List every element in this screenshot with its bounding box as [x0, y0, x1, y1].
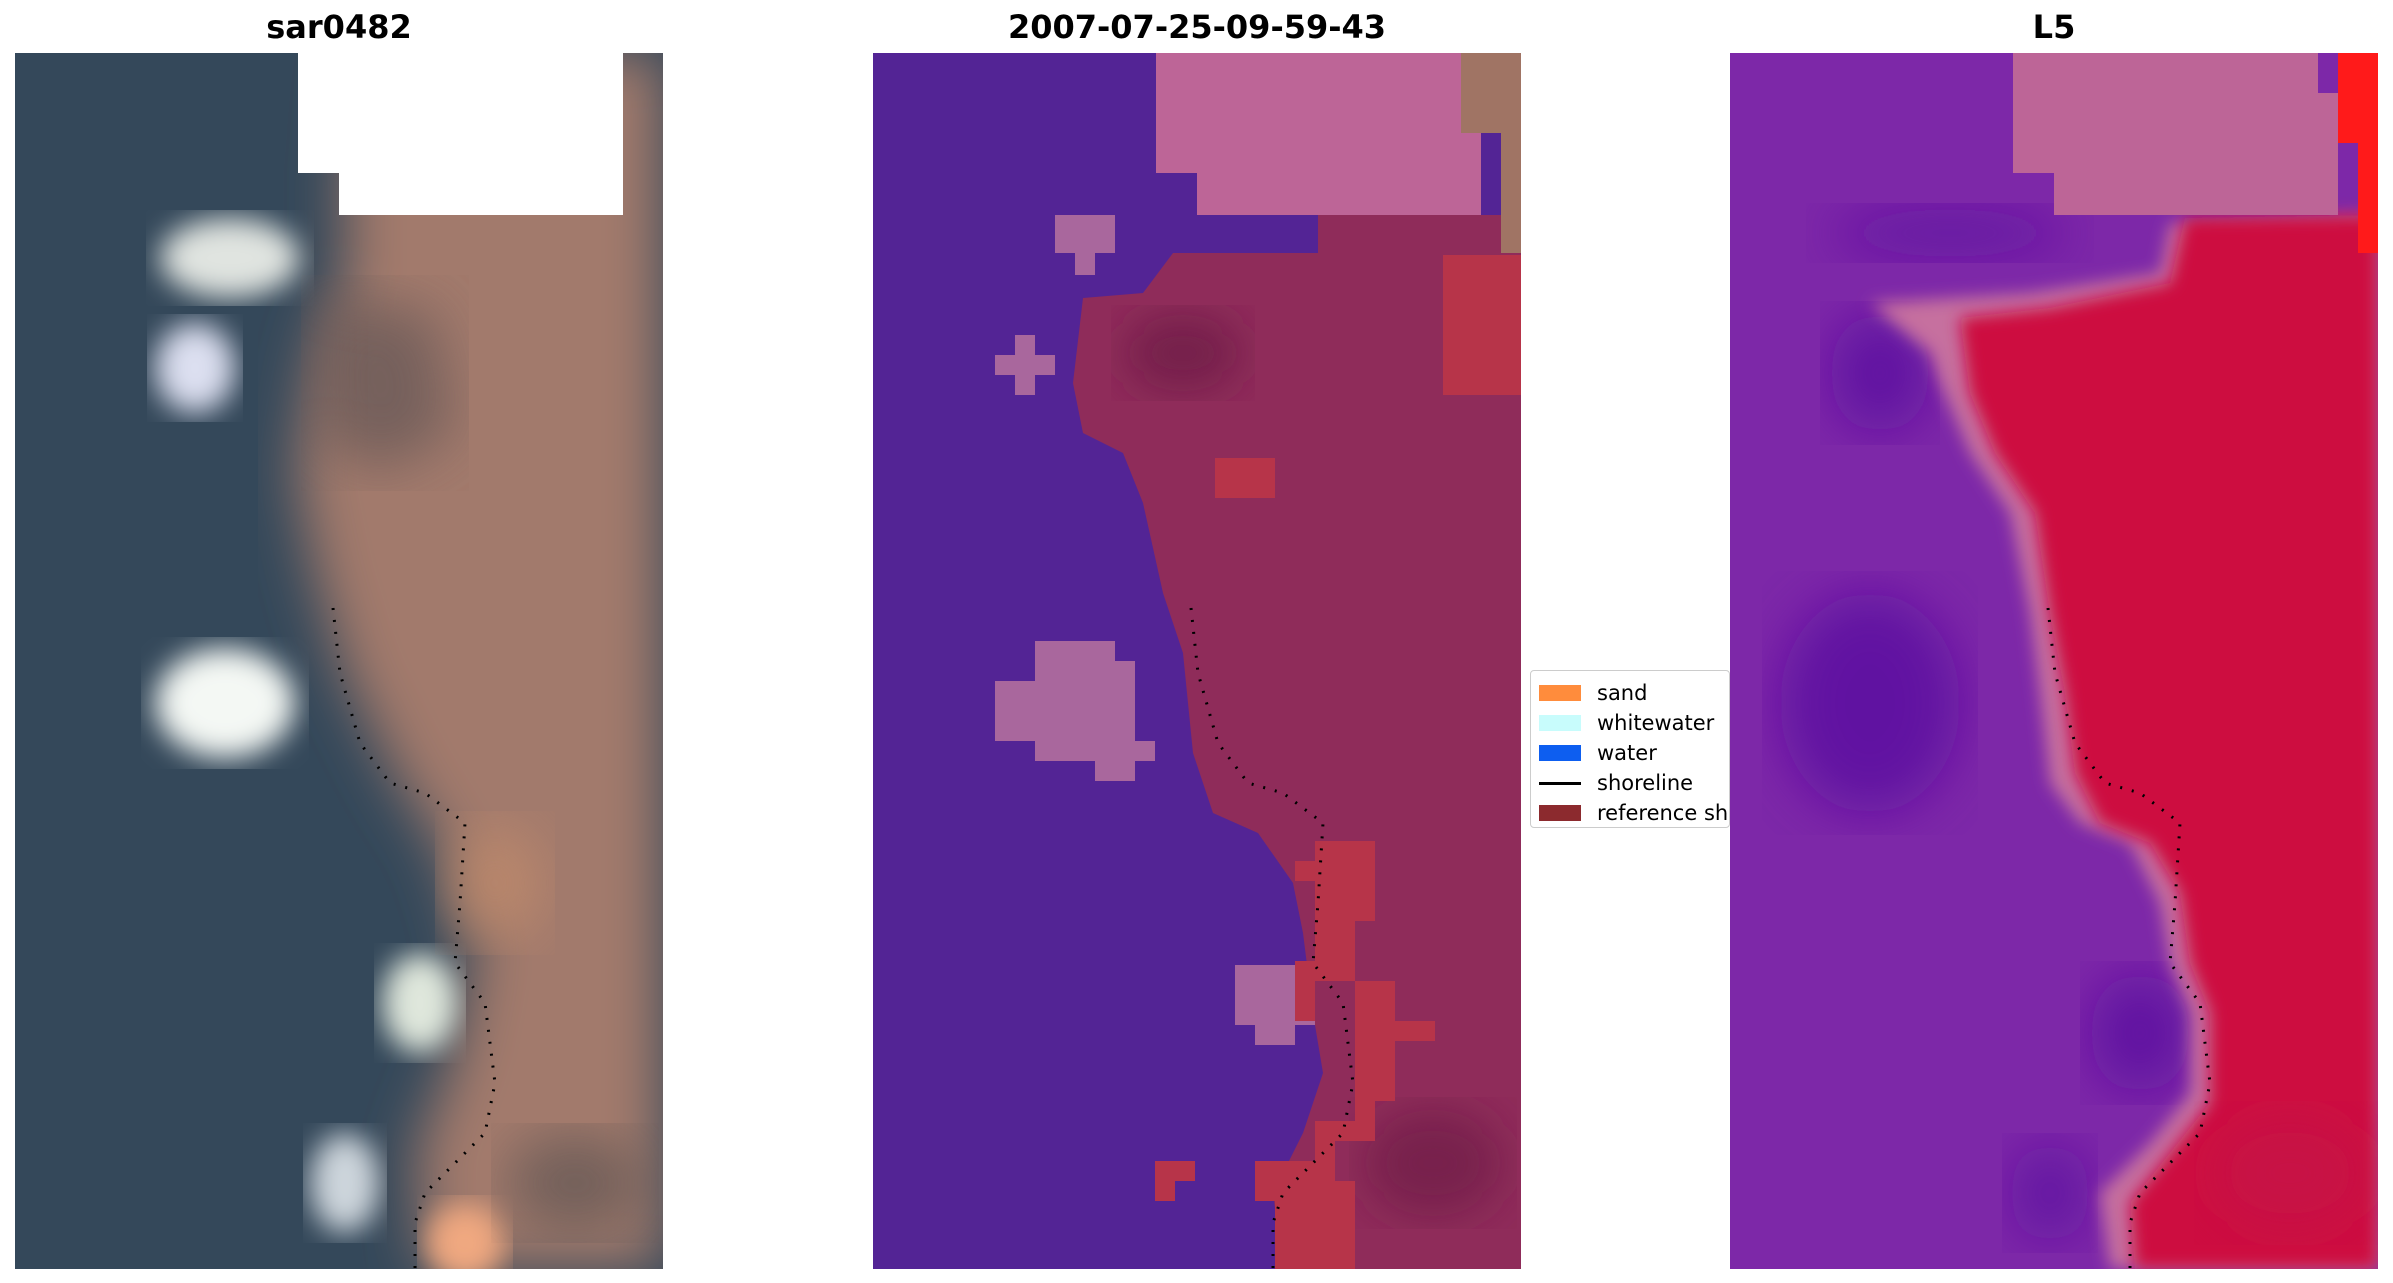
legend-label-shoreline: shoreline	[1597, 771, 1694, 795]
legend-swatch-shoreline	[1539, 781, 1581, 785]
index-image	[1730, 53, 2378, 1269]
legend-label-water: water	[1597, 741, 1657, 765]
legend-item-shoreline: shoreline	[1539, 769, 1693, 797]
legend: sand whitewater water shoreline referenc…	[1530, 670, 1730, 828]
legend-swatch-reference-shoreline	[1539, 805, 1581, 821]
panel-title-index: L5	[2032, 8, 2076, 46]
legend-label-whitewater: whitewater	[1597, 711, 1715, 735]
legend-swatch-water	[1539, 745, 1581, 761]
legend-swatch-whitewater	[1539, 715, 1581, 731]
legend-swatch-sand	[1539, 685, 1581, 701]
legend-label-sand: sand	[1597, 681, 1648, 705]
classification-image	[873, 53, 1521, 1269]
rgb-image	[15, 53, 663, 1269]
panel-title-rgb: sar0482	[266, 8, 412, 46]
legend-item-sand: sand	[1539, 679, 1647, 707]
legend-label-reference-shoreline: reference shoreline	[1597, 801, 1729, 825]
legend-item-water: water	[1539, 739, 1657, 767]
legend-item-whitewater: whitewater	[1539, 709, 1714, 737]
panel-title-classification: 2007-07-25-09-59-43	[1007, 8, 1387, 46]
legend-item-reference-shoreline: reference shoreline	[1539, 799, 1729, 827]
